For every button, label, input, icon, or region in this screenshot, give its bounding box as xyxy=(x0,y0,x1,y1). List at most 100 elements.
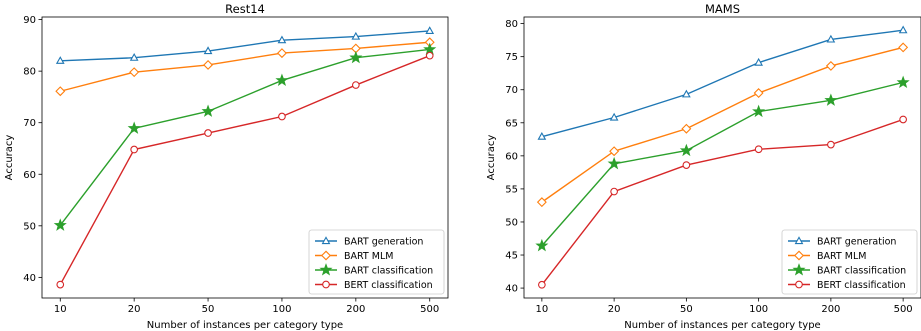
x-tick-label: 100 xyxy=(749,304,768,315)
x-axis-label: Number of instances per category type xyxy=(624,320,820,331)
data-point xyxy=(425,51,434,60)
data-point xyxy=(276,48,287,59)
x-tick-label: 10 xyxy=(535,304,548,315)
y-tick-label: 50 xyxy=(505,217,518,228)
legend-label: BART classification xyxy=(817,266,906,277)
data-point xyxy=(827,140,835,149)
data-point xyxy=(825,60,836,71)
series-bart-classification xyxy=(53,42,437,231)
series-line xyxy=(60,41,430,92)
series-bart-mlm xyxy=(55,37,435,97)
y-tick-label: 40 xyxy=(23,273,36,284)
legend-marker xyxy=(321,236,331,245)
data-point xyxy=(679,143,693,157)
data-point xyxy=(609,112,619,121)
data-point xyxy=(752,104,766,118)
data-point xyxy=(537,131,547,140)
x-tick-label: 10 xyxy=(54,304,67,315)
series-bart-generation xyxy=(537,25,908,140)
legend-marker xyxy=(794,236,804,245)
x-tick-label: 500 xyxy=(894,304,913,315)
series-line xyxy=(59,55,430,285)
chart-rest14: Rest14 10 20 50 100 200 500 40 50 60 70 80 90 Number … xyxy=(4,2,449,331)
data-point xyxy=(826,34,836,43)
data-point xyxy=(349,50,363,64)
series-line xyxy=(541,81,904,247)
x-tick-label: 100 xyxy=(272,304,291,315)
legend-marker xyxy=(319,263,333,276)
data-point xyxy=(535,238,549,252)
legend-marker xyxy=(794,250,804,261)
data-point xyxy=(53,218,67,231)
data-point xyxy=(129,67,140,78)
legend: BART generation BART MLM BART classificati… xyxy=(308,229,445,295)
x-tick-label: 20 xyxy=(128,304,141,315)
series-bart-mlm xyxy=(536,42,909,208)
y-tick-label: 55 xyxy=(505,184,518,195)
x-tick-label: 200 xyxy=(346,304,365,315)
legend-marker xyxy=(795,280,803,289)
data-point xyxy=(896,75,910,89)
x-axis-label: Number of instances per category type xyxy=(147,320,343,331)
chart-title: Rest14 xyxy=(225,2,265,16)
series-line xyxy=(60,30,430,62)
chart-title: MAMS xyxy=(705,2,740,16)
data-point xyxy=(204,129,212,137)
legend-box xyxy=(308,229,445,295)
legend-label: BART classification xyxy=(344,266,433,277)
data-point xyxy=(754,57,763,66)
data-point xyxy=(754,145,763,154)
legend-label: BERT classification xyxy=(817,280,906,291)
data-point xyxy=(536,197,547,208)
data-point xyxy=(609,146,620,157)
data-point xyxy=(898,42,909,53)
data-point xyxy=(681,123,692,134)
data-point xyxy=(56,280,65,289)
data-point xyxy=(682,89,691,98)
data-point xyxy=(130,145,139,154)
x-tick-label: 200 xyxy=(821,304,840,315)
y-axis-label: Accuracy xyxy=(4,135,15,181)
data-point xyxy=(899,115,907,124)
data-point xyxy=(538,280,546,289)
y-tick-label: 60 xyxy=(23,170,36,181)
series-line xyxy=(59,48,430,226)
chart-mams: MAMS 10 20 50 100 200 500 40 45 50 55 60 65 70 75 80 Num… xyxy=(486,2,921,331)
data-point xyxy=(203,46,213,55)
data-point xyxy=(55,86,66,97)
legend-label: BART generation xyxy=(344,237,423,248)
legend: BART generation BART MLM BART classificati… xyxy=(781,229,918,295)
series-bart-classification xyxy=(535,75,910,252)
data-point xyxy=(277,35,287,44)
y-tick-label: 80 xyxy=(505,19,518,30)
data-point xyxy=(753,88,764,99)
series-bart-generation xyxy=(55,26,435,64)
y-tick-label: 40 xyxy=(505,284,518,295)
x-tick-label: 50 xyxy=(680,304,693,315)
plot-frame xyxy=(523,16,921,299)
data-point xyxy=(898,25,908,34)
legend-label: BART MLM xyxy=(817,251,866,262)
series-line xyxy=(541,118,904,286)
data-point xyxy=(351,31,361,40)
legend-marker xyxy=(792,263,806,276)
x-tick-label: 500 xyxy=(420,304,439,315)
legend-label: BERT classification xyxy=(344,280,433,291)
data-point xyxy=(203,59,214,70)
y-tick-label: 60 xyxy=(505,151,518,162)
series-bert-classification xyxy=(56,51,434,289)
y-axis-label: Accuracy xyxy=(486,135,497,181)
data-point xyxy=(129,53,139,61)
y-tick-label: 80 xyxy=(23,67,36,78)
data-point xyxy=(682,161,691,169)
data-point xyxy=(201,104,215,117)
legend-label: BART generation xyxy=(817,237,896,248)
x-tick-label: 50 xyxy=(202,304,215,315)
y-tick-label: 70 xyxy=(23,118,36,129)
legend-marker xyxy=(321,250,331,261)
data-point xyxy=(278,112,286,121)
legend-box xyxy=(781,229,918,295)
y-tick-label: 45 xyxy=(505,251,518,262)
y-tick-label: 50 xyxy=(23,221,36,232)
